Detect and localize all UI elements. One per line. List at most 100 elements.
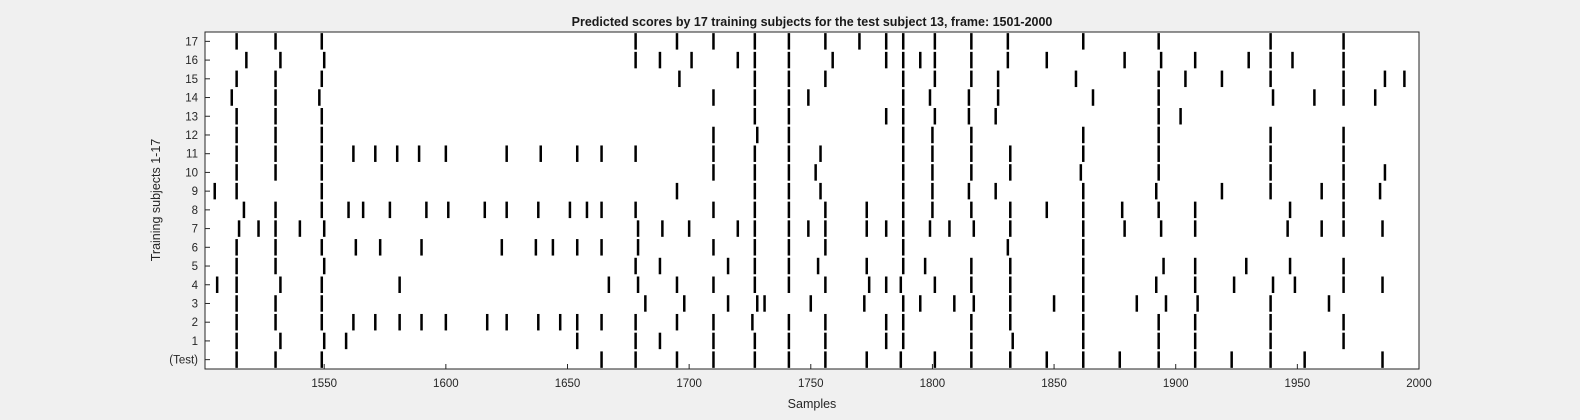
spike-1-5 <box>634 332 637 350</box>
y-tick-label: 17 <box>185 36 198 48</box>
spike-13-9 <box>994 108 997 125</box>
spike-11-18 <box>931 145 934 162</box>
y-tick-label: 3 <box>192 298 198 310</box>
spike-3-4 <box>683 295 686 312</box>
spike-1-0 <box>235 332 238 350</box>
spike-3-17 <box>1135 295 1139 312</box>
spike-16-22 <box>1291 51 1294 69</box>
x-tick-label: 1900 <box>1163 378 1189 390</box>
spike-8-13 <box>600 201 603 219</box>
spike-5-4 <box>658 257 662 275</box>
spike-2-4 <box>374 313 377 331</box>
spike-11-21 <box>1082 145 1085 162</box>
spike-6-9 <box>575 239 579 256</box>
spike-6-13 <box>753 239 757 256</box>
spike-9-17 <box>1378 182 1382 200</box>
spike-8-17 <box>787 201 791 219</box>
spike-10-0 <box>235 164 238 181</box>
spike-5-19 <box>1342 257 1345 275</box>
spike-8-22 <box>970 201 973 219</box>
spike-test-4 <box>634 351 637 368</box>
y-tick-label: 9 <box>192 186 198 198</box>
y-tick-label: 10 <box>185 167 198 179</box>
spike-2-0 <box>235 313 238 331</box>
spike-8-12 <box>585 201 589 219</box>
spike-4-11 <box>824 276 827 293</box>
spike-2-20 <box>884 313 888 331</box>
spike-16-1 <box>279 51 282 69</box>
spike-7-26 <box>1342 220 1345 237</box>
spike-15-16 <box>1342 70 1345 88</box>
spike-test-8 <box>787 351 791 368</box>
spike-8-14 <box>634 201 637 219</box>
spike-15-1 <box>274 70 277 88</box>
spike-8-18 <box>824 201 827 219</box>
spike-1-8 <box>753 332 757 350</box>
spike-7-18 <box>972 220 976 237</box>
spike-5-7 <box>787 257 791 275</box>
spike-1-11 <box>884 332 888 350</box>
spike-test-3 <box>600 351 603 368</box>
spike-13-7 <box>933 108 937 125</box>
spike-14-12 <box>1157 89 1160 106</box>
spike-16-2 <box>322 51 326 69</box>
y-tick-label: 15 <box>185 74 198 86</box>
spike-6-10 <box>600 239 603 256</box>
x-tick-label: 1600 <box>433 378 459 390</box>
spike-10-15 <box>1383 164 1387 181</box>
spike-14-9 <box>967 89 971 106</box>
spike-13-2 <box>320 108 324 125</box>
spike-10-7 <box>901 164 905 181</box>
spike-7-0 <box>237 220 241 237</box>
plot-frame <box>204 31 1420 370</box>
spike-7-27 <box>1381 220 1384 237</box>
x-tick-label: 1700 <box>676 378 702 390</box>
spike-11-22 <box>1157 145 1160 162</box>
spike-6-17 <box>1006 239 1010 256</box>
spike-7-25 <box>1320 220 1323 237</box>
spike-13-10 <box>1157 108 1160 125</box>
spike-4-12 <box>867 276 871 293</box>
spike-17-15 <box>1082 33 1085 50</box>
spike-11-8 <box>505 145 508 162</box>
spike-1-19 <box>1342 332 1345 350</box>
spike-17-14 <box>1006 33 1010 50</box>
spike-5-17 <box>1245 257 1248 275</box>
spike-3-7 <box>763 295 766 312</box>
spike-test-10 <box>865 351 868 368</box>
spike-2-16 <box>712 313 715 331</box>
spike-11-9 <box>539 145 542 162</box>
spike-1-12 <box>901 332 905 350</box>
spike-2-5 <box>398 313 401 331</box>
spike-17-13 <box>970 33 973 50</box>
spike-5-13 <box>1009 257 1012 275</box>
spike-8-30 <box>1342 201 1345 219</box>
spike-7-16 <box>928 220 932 237</box>
spike-4-10 <box>787 276 791 293</box>
spike-8-25 <box>1082 201 1085 219</box>
x-tick-label: 1850 <box>1041 378 1067 390</box>
spike-15-8 <box>933 70 937 88</box>
spike-2-22 <box>970 313 973 331</box>
spike-8-0 <box>242 201 246 219</box>
plot-area <box>205 32 1419 369</box>
spike-test-15 <box>1045 351 1049 368</box>
spike-5-11 <box>923 257 927 275</box>
spike-16-12 <box>919 51 922 69</box>
spike-5-16 <box>1193 257 1197 275</box>
spike-10-14 <box>1342 164 1345 181</box>
spike-3-19 <box>1196 295 1199 312</box>
spike-7-24 <box>1286 220 1289 237</box>
spike-3-16 <box>1082 295 1085 312</box>
spike-6-4 <box>378 239 382 256</box>
y-tick-label: 1 <box>192 336 198 348</box>
spike-7-23 <box>1193 220 1197 237</box>
spike-test-22 <box>1303 351 1306 368</box>
spike-10-6 <box>814 164 817 181</box>
spike-4-8 <box>712 276 715 293</box>
spike-8-15 <box>712 201 715 219</box>
spike-13-6 <box>901 108 905 125</box>
spike-14-10 <box>996 89 1000 106</box>
spike-3-13 <box>972 295 976 312</box>
